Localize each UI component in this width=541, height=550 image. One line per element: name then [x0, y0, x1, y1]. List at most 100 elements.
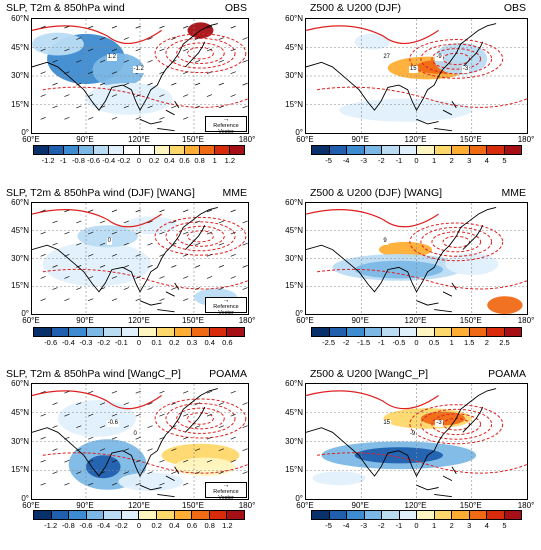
wind-vector [206, 209, 213, 213]
panel-title: Z500 & U200 (DJF) [310, 2, 402, 14]
wind-vector [230, 276, 236, 279]
colorbar [33, 327, 245, 337]
wind-vector [206, 231, 213, 235]
colorbar-tick-label: -1.5 [357, 338, 371, 347]
wind-vector [194, 242, 201, 246]
wind-vector [159, 298, 165, 302]
colorbar-swatch [487, 146, 505, 154]
wind-vector [52, 287, 58, 290]
colorbar-tick-label: 0.2 [151, 521, 162, 530]
wind-vector [218, 402, 224, 406]
wind-vector [194, 105, 201, 109]
colorbar-swatch [199, 146, 215, 154]
colorbar-swatch [192, 328, 210, 336]
wind-vector [230, 413, 236, 417]
wind-vector [194, 448, 201, 452]
wind-vector [64, 482, 70, 486]
wind-vector [40, 71, 46, 75]
dashed-contour [409, 222, 504, 262]
colorbar-tick-label: 4 [484, 521, 489, 530]
colorbar-swatch [434, 146, 452, 154]
colorbar-tick-label: 0 [136, 156, 142, 165]
map-canvas [32, 384, 248, 499]
shading-region [86, 455, 121, 479]
colorbar-tick-label: -0.4 [61, 338, 75, 347]
wind-vector [159, 276, 165, 279]
x-tick-label: 90°E [76, 501, 94, 510]
wind-vector [242, 242, 248, 246]
wind-vector [99, 220, 106, 224]
y-tick-label: 30°N [285, 253, 303, 263]
colorbar-swatch [69, 328, 87, 336]
wind-vector [230, 71, 236, 75]
colorbar-swatch [434, 511, 452, 519]
map-panel [305, 383, 528, 500]
wind-vector [76, 82, 82, 86]
wind-vector [40, 298, 46, 302]
colorbar-tick-label: 0.8 [204, 521, 215, 530]
y-tick-label: 30°N [11, 71, 29, 80]
reference-vector-box: → Reference Vector [205, 116, 247, 135]
wind-vector [147, 37, 153, 40]
wind-vector [218, 220, 224, 224]
wind-vector [88, 48, 94, 52]
x-tick-label: 180° [238, 316, 256, 325]
wind-vector [40, 116, 46, 120]
y-tick-label: 15°N [11, 99, 29, 109]
wind-vector [88, 436, 94, 440]
shading-region [92, 53, 145, 88]
colorbar-tick-label: 2 [449, 521, 454, 530]
wind-vector [64, 116, 70, 120]
wind-vector [242, 448, 248, 452]
panel-title: Z500 & U200 (DJF) [WANG] [310, 187, 443, 199]
colorbar-tick-label: 4 [484, 156, 489, 165]
reference-arrow-icon: → [222, 116, 230, 123]
coastline [306, 206, 497, 293]
wind-vector [206, 25, 213, 29]
wind-vector [111, 413, 118, 417]
coastline-island [442, 291, 453, 297]
shading-region [118, 472, 184, 491]
colorbar-swatch [347, 511, 365, 519]
colorbar-tick-label: 0.1 [151, 338, 162, 347]
wind-vector [76, 471, 82, 475]
wind-vector [111, 48, 118, 52]
dashed-contour [431, 231, 482, 253]
wind-vector [194, 37, 201, 40]
coastline-island [416, 118, 439, 125]
colorbar-swatch [469, 328, 487, 336]
wind-vector [52, 59, 58, 63]
x-tick-label: 60°E [296, 316, 314, 325]
shading-region [42, 241, 151, 287]
wind-vector [147, 471, 153, 475]
y-tick-label: 60°N [11, 198, 29, 207]
y-tick-label: 15°N [11, 281, 29, 291]
colorbar-swatch [34, 511, 52, 519]
wind-vector [88, 209, 94, 213]
panel-tag: OBS [224, 2, 247, 14]
map-panel [305, 18, 528, 134]
reference-vector-label: Reference Vector [213, 304, 239, 316]
colorbar-swatch [329, 511, 347, 519]
wind-vector [64, 231, 70, 235]
contour-label: 0 [106, 237, 112, 245]
reference-vector-box: → Reference Vector [205, 297, 247, 316]
colorbar-swatch [329, 146, 347, 154]
colorbar-swatch [109, 146, 125, 154]
colorbar-tick-label: -2 [377, 156, 385, 165]
coastline-island [174, 100, 180, 109]
reference-vector-label: Reference Vector [213, 489, 239, 501]
y-tick-label: 60°N [11, 14, 29, 23]
colorbar-swatch [34, 146, 50, 154]
x-tick-label: 180° [517, 135, 535, 144]
coastline-island [442, 475, 453, 481]
wind-vector [135, 253, 141, 257]
y-tick-label: 45°N [11, 42, 29, 52]
colorbar-swatch [312, 328, 330, 336]
shading-region [32, 32, 84, 56]
panel-title: SLP, T2m & 850hPa wind [6, 2, 125, 14]
wind-vector [123, 220, 129, 224]
coastline-japan [462, 406, 484, 433]
wind-vector [206, 413, 213, 417]
wind-vector [183, 253, 189, 257]
